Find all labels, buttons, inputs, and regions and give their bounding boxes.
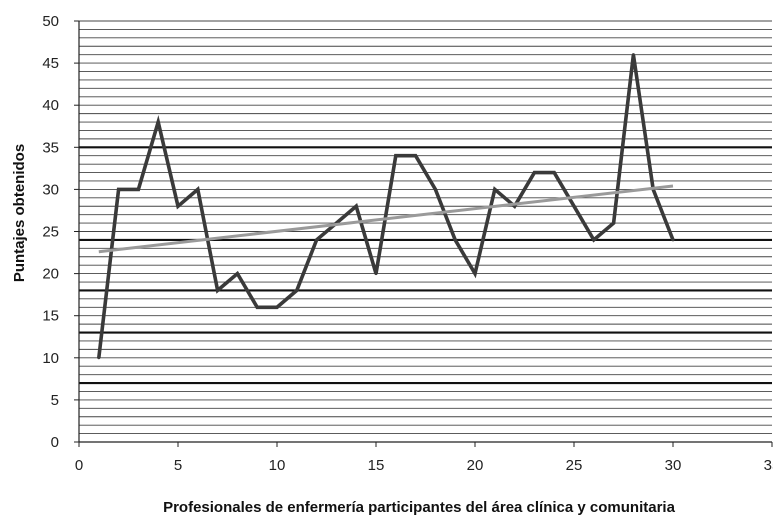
data-point — [295, 288, 299, 292]
y-tick-label: 40 — [42, 97, 59, 114]
y-tick-label: 5 — [51, 392, 59, 409]
x-tick-label: 30 — [665, 457, 682, 474]
axes — [74, 20, 773, 447]
x-tick-label: 0 — [75, 457, 83, 474]
x-tick-label: 20 — [467, 457, 484, 474]
data-point — [433, 187, 437, 191]
y-axis-label: Puntajes obtenidos — [11, 144, 28, 282]
x-tick-label: 35 — [764, 457, 773, 474]
data-point — [275, 305, 279, 309]
data-point — [136, 187, 140, 191]
data-point — [374, 272, 378, 276]
y-tick-label: 50 — [42, 13, 59, 30]
data-point — [235, 272, 239, 276]
score-line — [97, 54, 675, 359]
y-tick-label: 20 — [42, 266, 59, 283]
y-tick-label: 35 — [42, 139, 59, 156]
data-point — [612, 221, 616, 225]
data-point — [473, 272, 477, 276]
data-point — [414, 154, 418, 158]
data-point — [631, 53, 635, 57]
x-axis-label: Profesionales de enfermería participante… — [163, 499, 676, 516]
data-point — [493, 187, 497, 191]
data-point — [453, 238, 457, 242]
y-tick-labels: 0 5 10 15 20 25 30 35 40 45 50 — [42, 13, 59, 451]
series-group — [97, 53, 675, 360]
grid-lines — [79, 20, 772, 435]
data-point — [572, 204, 576, 208]
y-tick-label: 30 — [42, 181, 59, 198]
data-point — [196, 187, 200, 191]
y-tick-label: 10 — [42, 350, 59, 367]
data-point — [552, 171, 556, 175]
data-point — [117, 187, 121, 191]
y-tick-label: 0 — [51, 434, 59, 451]
x-tick-label: 10 — [269, 457, 286, 474]
x-tick-labels: 0 5 10 15 20 25 30 35 — [75, 457, 773, 474]
x-tick-label: 15 — [368, 457, 385, 474]
data-point — [176, 204, 180, 208]
data-point — [216, 288, 220, 292]
data-point — [156, 120, 160, 124]
data-point — [592, 238, 596, 242]
y-tick-label: 15 — [42, 308, 59, 325]
data-point — [97, 356, 101, 360]
y-tick-label: 45 — [42, 55, 59, 72]
data-point — [532, 171, 536, 175]
x-tick-label: 5 — [174, 457, 182, 474]
x-tick-label: 25 — [566, 457, 583, 474]
data-point — [315, 238, 319, 242]
trend-line — [98, 184, 674, 254]
data-point — [255, 305, 259, 309]
data-point — [354, 204, 358, 208]
data-point — [671, 238, 675, 242]
data-point — [394, 154, 398, 158]
y-tick-label: 25 — [42, 224, 59, 241]
